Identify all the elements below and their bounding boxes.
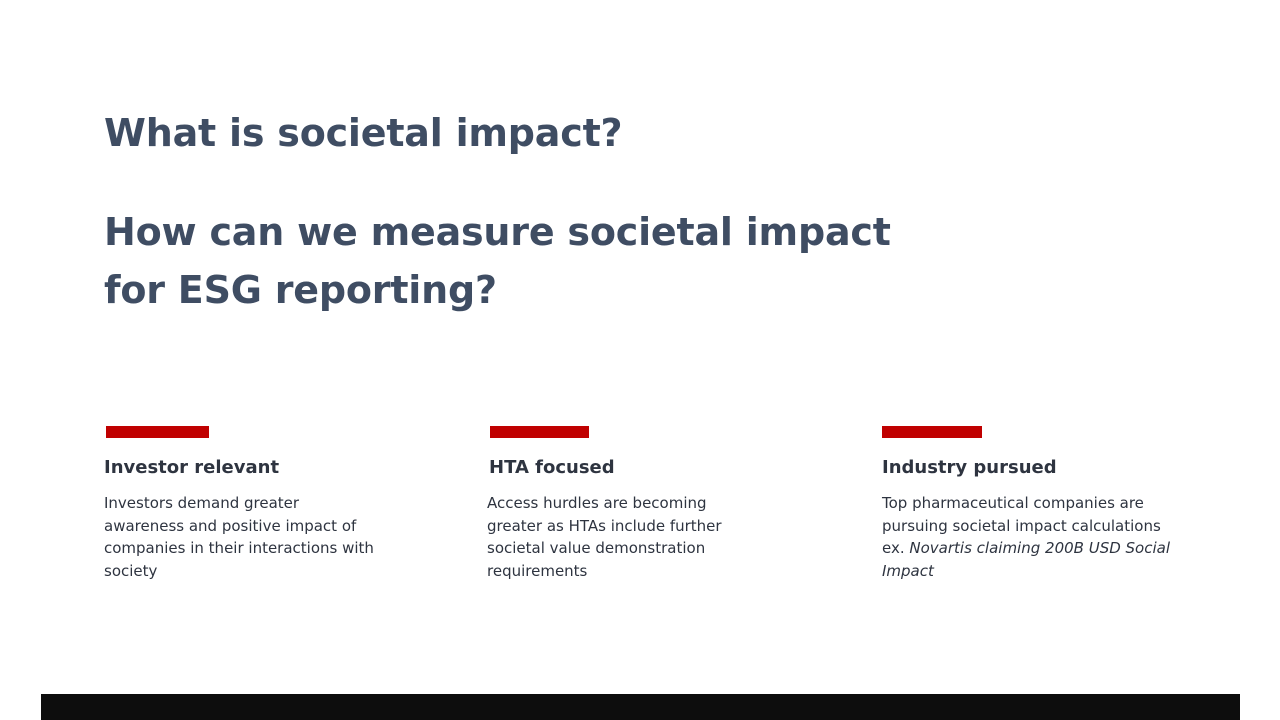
pillar-body-text: Top pharmaceutical companies are pursuin… [882,494,1161,535]
pillar-body: Top pharmaceutical companies are pursuin… [882,492,1182,582]
pillar-body-example-prefix: ex. [882,539,905,558]
pillar-investor-relevant: Investor relevant Investors demand great… [104,426,374,582]
pillar-body: Access hurdles are becoming greater as H… [487,494,722,580]
headline-question-2: How can we measure societal impact for E… [104,210,891,312]
pillar-hta-focused: HTA focused Access hurdles are becoming … [487,426,749,582]
pillar-title: Industry pursued [882,457,1057,478]
pillar-title: Investor relevant [104,457,280,478]
headline-question-1: What is societal impact? [104,111,623,155]
pillar-industry-pursued: Industry pursued Top pharmaceutical comp… [882,426,1182,582]
pillar-accent-bar [882,426,982,438]
footer-bar [41,694,1240,720]
pillar-title: HTA focused [489,457,615,478]
pillar-body: Investors demand greater awareness and p… [104,494,374,580]
pillar-accent-bar [490,426,589,438]
pillar-body-example: Novartis claiming 200B USD Social Impact [882,539,1171,580]
pillar-accent-bar [106,426,209,438]
